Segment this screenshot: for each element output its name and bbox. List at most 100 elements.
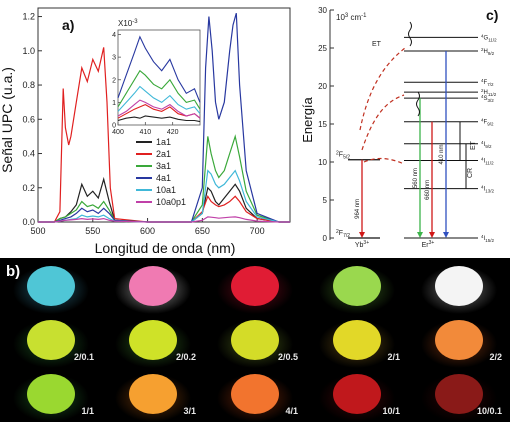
energy-tick-label: 30	[318, 6, 327, 15]
inset-y-tick-label: 4	[112, 32, 116, 39]
er-level-label: 4G11/2	[481, 33, 497, 42]
x-axis-title: Longitud de onda (nm)	[95, 240, 236, 256]
x-tick-label: 600	[140, 226, 155, 236]
energy-tick-label: 5	[323, 196, 328, 205]
emission-spot	[129, 320, 177, 360]
series-line-2a1	[38, 47, 290, 223]
nonradiative-decay	[408, 21, 412, 47]
y-tick-label: 0.6	[22, 114, 35, 124]
inset-y-tick-label: 3	[112, 55, 116, 62]
energy-axis-title: Energía	[300, 96, 315, 142]
inset-x-tick-label: 410	[139, 129, 151, 136]
energy-tick-label: 0	[323, 234, 328, 243]
transition-arrowhead	[443, 232, 449, 238]
transition-label: 660 nm	[425, 180, 431, 200]
inset-series-line-1a1	[117, 115, 201, 123]
cr-label: CR	[467, 168, 474, 178]
y-tick-label: 0.2	[22, 183, 35, 193]
sample-ratio-label: 2/0.5	[278, 352, 298, 362]
sample-ratio-label: 2/2	[489, 352, 502, 362]
emission-spot	[129, 266, 177, 306]
energy-tick-label: 10	[318, 158, 327, 167]
emission-spot	[129, 374, 177, 414]
x-tick-label: 700	[250, 226, 265, 236]
inset-series-line-10a1	[117, 85, 201, 115]
y-tick-label: 1.0	[22, 46, 35, 56]
inset-series-line-4a1	[117, 35, 201, 103]
inset-x-tick-label: 420	[167, 129, 179, 136]
transition-arrowhead	[359, 232, 365, 238]
nonradiative-decay	[416, 91, 420, 117]
et-label-2: ET	[470, 140, 477, 150]
y-tick-label: 0.8	[22, 80, 35, 90]
legend-label-2a1: 2a1	[156, 149, 171, 159]
er-level-label: 4I9/2	[481, 140, 492, 149]
emission-photo-panel: 2/0.1 2/0.2 2/0.5 2/1 2/2 1/1 3/1 4/1 10/1 10/0.1…	[0, 258, 510, 422]
emission-spot	[333, 320, 381, 360]
inset-y-tick-label: 1	[112, 100, 116, 107]
x-tick-label: 650	[195, 226, 210, 236]
transition-label: 560 nm	[413, 168, 419, 188]
sample-ratio-label: 10/1	[382, 406, 400, 416]
y-tick-label: 0.4	[22, 149, 35, 159]
inset-exponent: X10-3	[118, 19, 138, 28]
energy-unit: 103 cm-1	[336, 13, 367, 22]
sample-ratio-label: 2/1	[387, 352, 400, 362]
energy-tick-label: 20	[318, 82, 327, 91]
er-level-label: 4S3/2	[481, 94, 494, 103]
er-ion-label: Er3+	[422, 240, 435, 249]
y-tick-label: 0.0	[22, 217, 35, 227]
emission-spot	[435, 266, 483, 306]
emission-spot	[27, 320, 75, 360]
er-level-label: 4F9/2	[481, 118, 494, 127]
er-level-label: 4I13/2	[481, 185, 494, 194]
energy-transfer-arrows: ET ET CR	[359, 41, 477, 178]
emission-spot	[435, 374, 483, 414]
sample-ratio-label: 1/1	[81, 406, 94, 416]
panel-b-label: b)	[6, 263, 20, 280]
energy-diagram-panel: c) Energía 103 cm-1 0 5 10 15 20 25 30 2F5/2 2F…	[300, 0, 510, 258]
legend-label-10a1: 10a1	[156, 185, 176, 195]
et-arrow-1	[359, 47, 406, 131]
er-level-label: 4I11/2	[481, 156, 494, 165]
inset-y-tick-label: 0	[112, 123, 116, 130]
inset-series-line-10a0p1	[117, 99, 201, 119]
x-tick-label: 550	[85, 226, 100, 236]
sample-ratio-label: 2/0.1	[74, 352, 94, 362]
et-label: ET	[372, 41, 382, 48]
yb-level-label: 2F5/2	[336, 151, 350, 161]
transition-arrowhead	[417, 232, 423, 238]
emission-spot	[27, 266, 75, 306]
sample-ratio-label: 4/1	[285, 406, 298, 416]
emission-spot	[231, 266, 279, 306]
transition-arrowhead	[429, 232, 435, 238]
emission-spot	[231, 374, 279, 414]
legend-label-3a1: 3a1	[156, 161, 171, 171]
x-tick-label: 500	[30, 226, 45, 236]
panel-c-label: c)	[486, 7, 498, 23]
series-line-10a0p1	[38, 216, 290, 223]
emission-photo-grid: 2/0.1 2/0.2 2/0.5 2/1 2/2 1/1 3/1 4/1 10/1 10/0.1…	[6, 263, 502, 422]
emission-spot	[333, 266, 381, 306]
emission-spot	[231, 320, 279, 360]
energy-tick-label: 15	[318, 120, 327, 129]
er-level-label: 2H11/2	[481, 88, 497, 97]
inset-series-line-3a1	[117, 69, 201, 110]
legend-label-1a1: 1a1	[156, 137, 171, 147]
sample-ratio-label: 3/1	[183, 406, 196, 416]
er-level-label: 4I15/2	[481, 234, 494, 243]
legend-label-10a0p1: 10a0p1	[156, 197, 186, 207]
yb-level-label: 2F7/2	[336, 229, 350, 239]
transition-label: 964 nm	[355, 199, 361, 219]
inset-y-tick-label: 2	[112, 77, 116, 84]
spectrum-chart: 0.0 0.2 0.4 0.6 0.8 1.0 1.2 500 550 600 650 700 a)…	[0, 7, 291, 256]
sample-ratio-label: 2/0.2	[176, 352, 196, 362]
sample-ratio-label: 10/0.1	[477, 406, 502, 416]
inset-x-tick-label: 400	[112, 129, 124, 136]
series-line-4a1	[38, 12, 290, 223]
legend: 1a1 2a1 3a1 4a1 10a1 10a0p1	[136, 137, 186, 207]
energy-diagram: c) Energía 103 cm-1 0 5 10 15 20 25 30 2F5/2 2F…	[300, 6, 498, 249]
y-axis-title: Señal UPC (u.a.)	[0, 67, 15, 173]
emission-spot	[333, 374, 381, 414]
er-level-label: 2H9/2	[481, 47, 495, 56]
